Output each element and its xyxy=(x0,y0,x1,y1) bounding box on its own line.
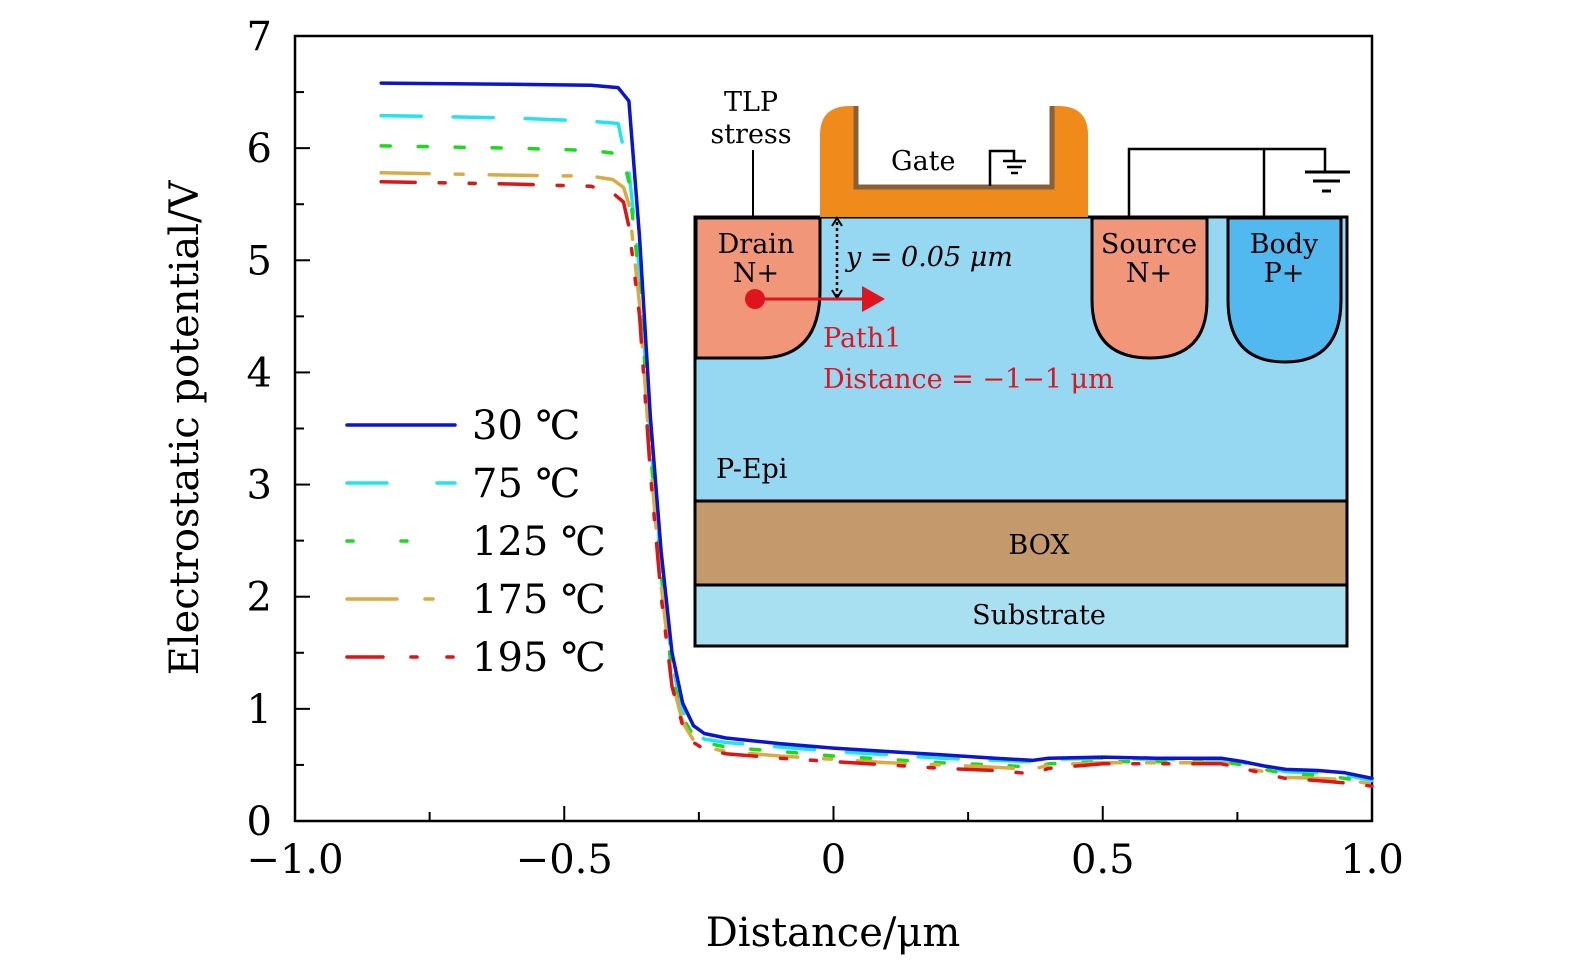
legend-label-1: 75 ℃ xyxy=(472,461,580,507)
inset-device-diagram: Gate TLP stress Drain N+ Source N+ Body … xyxy=(693,87,1350,648)
drain-label-line2: N+ xyxy=(733,258,779,289)
y-tick-label: 4 xyxy=(247,350,272,396)
x-tick-label: 0.5 xyxy=(1071,837,1135,883)
series-line-3 xyxy=(379,171,1374,786)
substrate-layer xyxy=(693,583,1349,648)
y-tick-label: 0 xyxy=(247,799,272,845)
gate-ground-icon xyxy=(988,149,1026,186)
x-tick-label: 0 xyxy=(821,837,846,883)
legend: 30 ℃ 75 ℃ 125 ℃ 175 ℃ 195 ℃ xyxy=(345,403,606,681)
y-tick-label: 6 xyxy=(247,126,272,172)
substrate-label: Substrate xyxy=(972,600,1106,631)
body-p-plus-region xyxy=(1226,216,1343,364)
series-line-0 xyxy=(379,81,1374,781)
box-label: BOX xyxy=(1008,530,1070,561)
y-tick-label: 5 xyxy=(247,238,272,284)
body-label-line2: P+ xyxy=(1264,258,1305,289)
legend-label-4: 195 ℃ xyxy=(472,635,606,681)
distance-label: Distance = −1−1 μm xyxy=(823,364,1114,395)
legend-label-0: 30 ℃ xyxy=(472,403,580,449)
path-arrowhead xyxy=(862,286,885,312)
y-tick-label: 1 xyxy=(247,687,272,733)
legend-label-3: 175 ℃ xyxy=(472,577,606,623)
source-n-plus-region xyxy=(1090,216,1209,360)
y-tick-label: 2 xyxy=(247,575,272,621)
gate-inner-edge xyxy=(853,106,1055,190)
source-label-line1: Source xyxy=(1101,229,1197,260)
axis-ticks xyxy=(294,35,1373,822)
axis-tick-labels: −1.0 −0.5 0 0.5 1.0 0 1 2 3 4 5 6 7 xyxy=(246,14,1403,883)
series-line-2 xyxy=(379,144,1374,785)
box-layer xyxy=(693,499,1349,587)
y-tick-label: 3 xyxy=(247,463,272,509)
x-axis-title: Distance/μm xyxy=(706,910,961,956)
depth-annotation: y = 0.05 μm xyxy=(845,242,1013,273)
body-label-line1: Body xyxy=(1250,229,1319,260)
ground-icon xyxy=(1305,170,1350,193)
legend-label-2: 125 ℃ xyxy=(472,519,606,565)
drain-label-line1: Drain xyxy=(718,229,795,260)
tlp-label-line1: TLP xyxy=(724,87,778,118)
x-tick-label: 1.0 xyxy=(1340,837,1404,883)
series-line-4 xyxy=(379,180,1374,788)
x-tick-label: −1.0 xyxy=(246,837,343,883)
y-axis-title: Electrostatic potential/V xyxy=(162,179,208,675)
depth-arrowhead-top xyxy=(831,216,843,227)
y-tick-label: 7 xyxy=(247,14,272,60)
tlp-label-line2: stress xyxy=(710,119,791,150)
drain-n-plus-region xyxy=(694,216,822,360)
source-body-ground-wiring xyxy=(1127,147,1327,217)
x-tick-label: −0.5 xyxy=(516,837,613,883)
p-epi-label: P-Epi xyxy=(716,454,788,485)
source-label-line2: N+ xyxy=(1126,258,1172,289)
series-layer xyxy=(379,81,1374,788)
gate-label: Gate xyxy=(891,146,956,177)
path-label: Path1 xyxy=(823,323,901,354)
